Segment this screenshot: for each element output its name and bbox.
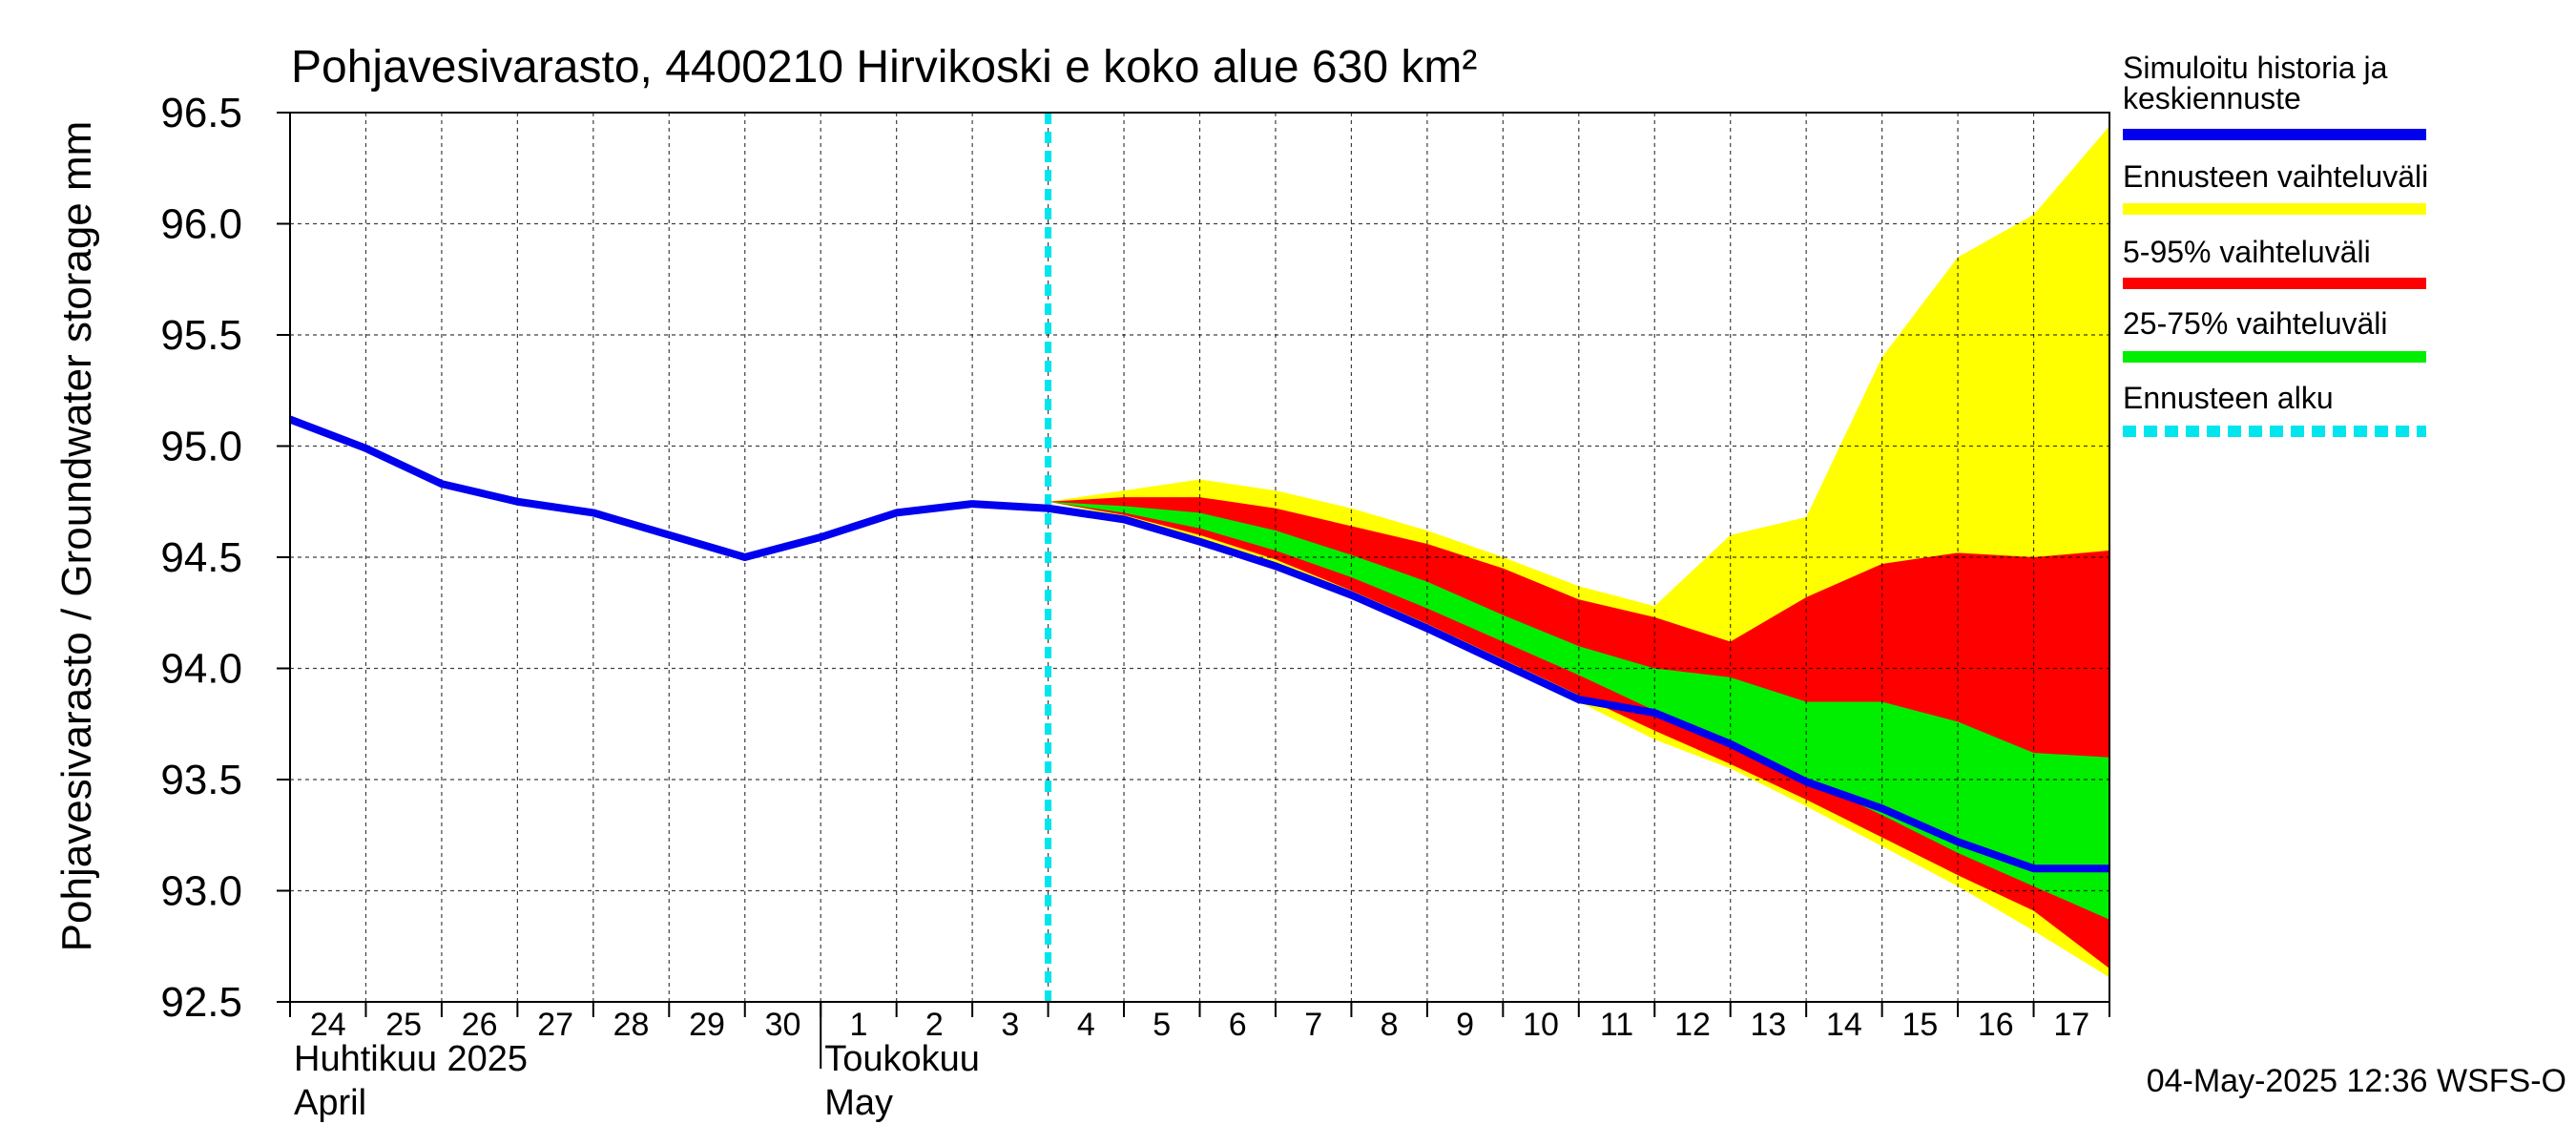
median-line (290, 415, 2109, 873)
band-2 (1048, 497, 2109, 969)
x-tick-label: 17 (2053, 1007, 2089, 1043)
x-tick-label: 11 (1600, 1007, 1633, 1043)
y-axis-label: Pohjavesivarasto / Groundwater storage m… (53, 121, 100, 952)
band-3 (1048, 501, 2109, 920)
legend-label: Simuloitu historia ja (2123, 51, 2388, 85)
x-tick-label: 6 (1229, 1007, 1247, 1043)
x-tick-label: 25 (385, 1007, 422, 1043)
x-tick-label: 24 (310, 1007, 346, 1043)
chart-title: Pohjavesivarasto, 4400210 Hirvikoski e k… (291, 42, 1477, 93)
y-tick-label: 95.5 (160, 312, 242, 359)
y-tick-label: 96.0 (160, 201, 242, 248)
x-tick-label: 9 (1456, 1007, 1474, 1043)
legend-label: Ennusteen alku (2123, 381, 2334, 415)
x-tick-label: 8 (1381, 1007, 1399, 1043)
footer-timestamp: 04-May-2025 12:36 WSFS-O (2147, 1063, 2566, 1099)
x-tick-label: 3 (1001, 1007, 1019, 1043)
y-tick-label: 94.5 (160, 534, 242, 581)
x-tick-label: 15 (1901, 1007, 1938, 1043)
x-tick-label: 12 (1674, 1007, 1711, 1043)
x-tick-label: 29 (689, 1007, 725, 1043)
month-label: Huhtikuu 2025 (294, 1039, 528, 1079)
x-axis-ticks: 24 25 26 27 28 29 30 1 2 3 4 5 6 7 8 9 10 11 12 13 14 15 16 17 (289, 1002, 2110, 1043)
y-tick-label: 94.0 (160, 646, 242, 693)
month-label: Toukokuu (824, 1039, 980, 1079)
x-tick-label: 1 (849, 1007, 867, 1043)
y-axis-ticks: 92.5 93.0 93.5 94.0 94.5 95.0 95.5 96.0 96.5 (160, 90, 290, 1026)
x-tick-label: 27 (537, 1007, 573, 1043)
legend-label: 25-75% vaihteluväli (2123, 306, 2388, 341)
legend-label: Ennusteen vaihteluväli (2123, 159, 2428, 194)
y-tick-label: 93.0 (160, 868, 242, 915)
forecast-bands (1048, 125, 2109, 978)
x-tick-label: 14 (1826, 1007, 1862, 1043)
x-tick-label: 2 (925, 1007, 944, 1043)
x-tick-label: 5 (1153, 1007, 1171, 1043)
y-tick-label: 93.5 (160, 757, 242, 803)
series-line (290, 415, 2109, 873)
x-tick-label: 30 (765, 1007, 801, 1043)
y-tick-label: 95.0 (160, 424, 242, 470)
x-tick-label: 10 (1523, 1007, 1559, 1043)
legend-label: 5-95% vaihteluväli (2123, 235, 2371, 269)
legend-label: keskiennuste (2123, 81, 2301, 115)
month-label-english: May (824, 1083, 893, 1123)
x-tick-label: 16 (1978, 1007, 2014, 1043)
grid-lines (290, 113, 2109, 1002)
x-tick-label: 26 (462, 1007, 498, 1043)
x-tick-label: 4 (1077, 1007, 1095, 1043)
y-tick-label: 96.5 (160, 90, 242, 136)
x-tick-label: 13 (1751, 1007, 1787, 1043)
x-tick-label: 7 (1304, 1007, 1322, 1043)
x-tick-label: 28 (613, 1007, 650, 1043)
month-label-english: April (294, 1083, 366, 1123)
y-tick-label: 92.5 (160, 979, 242, 1026)
